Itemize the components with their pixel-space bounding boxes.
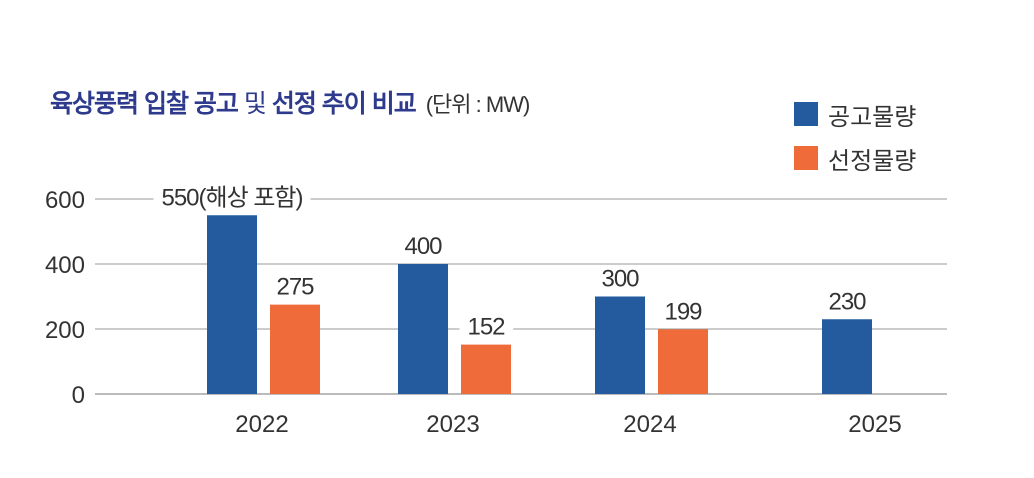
- y-tick-label: 400: [45, 252, 85, 279]
- data-label-background: [153, 184, 311, 212]
- data-label: 230: [828, 288, 866, 315]
- data-label-background: [656, 298, 711, 326]
- bar-2023-selected: [461, 344, 511, 394]
- y-tick-label: 600: [45, 187, 85, 214]
- title-unit: (단위 : MW): [425, 92, 531, 117]
- data-label: 550(해상 포함): [161, 184, 302, 211]
- chart-title: 육상풍력 입찰 공고 및 선정 추이 비교 (단위 : MW): [50, 84, 531, 120]
- data-label-background: [593, 265, 648, 293]
- data-label-background: [268, 273, 323, 301]
- data-label: 400: [404, 233, 442, 260]
- bar-2025-announced: [822, 319, 872, 394]
- title-connector: 및: [237, 90, 272, 118]
- bar-2022-selected: [270, 304, 320, 394]
- data-label: 152: [467, 314, 505, 341]
- data-label-background: [396, 233, 451, 260]
- legend-label: 공고물량: [828, 103, 917, 131]
- bar-2024-announced: [595, 296, 645, 394]
- legend-item-announced: 공고물량: [794, 92, 916, 136]
- data-label-background: [459, 313, 514, 341]
- y-tick-label: 0: [72, 382, 85, 409]
- x-tick-label: 2023: [426, 411, 479, 438]
- y-tick-label: 200: [45, 317, 85, 344]
- x-tick-label: 2022: [235, 411, 288, 438]
- data-label: 300: [601, 266, 639, 293]
- legend-swatch-blue: [794, 102, 818, 126]
- bar-2023-announced: [398, 264, 448, 394]
- bar-2022-announced: [207, 215, 257, 394]
- x-tick-label: 2024: [623, 411, 676, 438]
- bar-2024-selected: [658, 329, 708, 394]
- data-label-background: [820, 288, 875, 316]
- legend-label: 선정물량: [828, 147, 917, 175]
- legend: 공고물량 선정물량: [794, 92, 916, 180]
- legend-item-selected: 선정물량: [794, 136, 916, 180]
- title-secondary: 선정 추이 비교: [271, 90, 417, 118]
- x-tick-label: 2025: [848, 411, 901, 438]
- data-label: 275: [276, 274, 314, 301]
- data-label: 199: [664, 298, 702, 325]
- title-main: 육상풍력 입찰 공고: [50, 90, 239, 118]
- legend-swatch-orange: [794, 146, 818, 170]
